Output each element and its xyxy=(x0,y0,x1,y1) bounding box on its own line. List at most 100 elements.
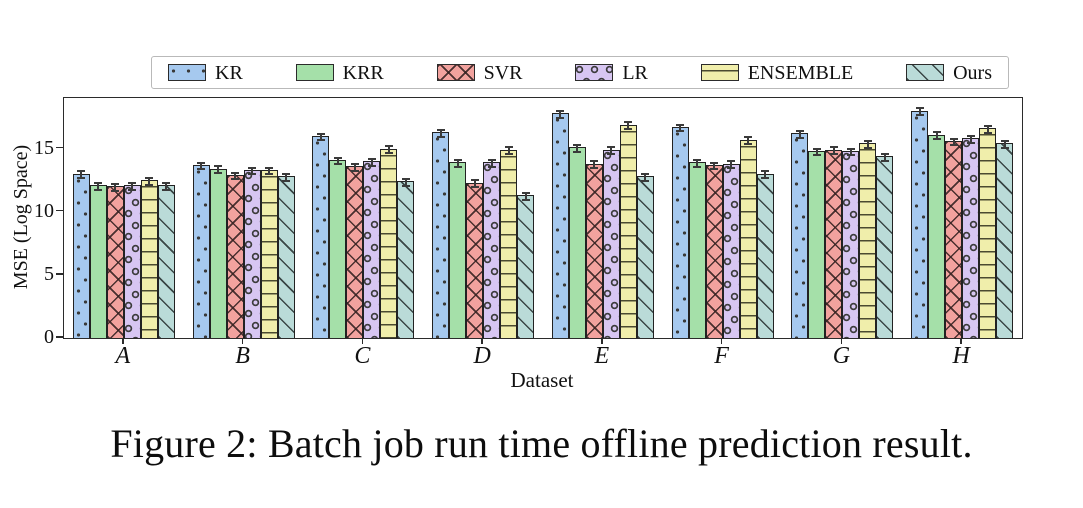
legend-item-krr: KRR xyxy=(295,63,384,83)
error-bar-stem xyxy=(679,125,682,131)
error-bar-stem xyxy=(935,133,938,139)
bar-kr-c xyxy=(312,132,330,338)
error-bar-stem xyxy=(918,109,921,115)
error-bar-cap-top xyxy=(350,162,359,165)
error-bar-stem xyxy=(866,142,869,147)
error-bar-stem xyxy=(387,147,390,152)
y-tick-mark xyxy=(56,336,63,338)
error-bar xyxy=(77,170,86,180)
error-bar xyxy=(795,129,804,139)
error-bar-cap-bottom xyxy=(727,167,736,170)
bar-lr-b xyxy=(243,166,261,338)
error-bar-stem xyxy=(353,164,356,170)
x-category-label-e: E xyxy=(594,343,610,369)
error-bar-cap-bottom xyxy=(863,146,872,149)
error-bar-cap-bottom xyxy=(829,153,838,156)
bar-svr-c xyxy=(346,162,364,338)
bar-lr-d xyxy=(483,159,501,338)
error-bar-cap-top xyxy=(949,137,958,140)
error-bar-cap-bottom xyxy=(880,159,889,162)
bar-ensemble-b xyxy=(260,166,278,338)
error-bar-stem xyxy=(969,137,972,142)
error-bar-cap-bottom xyxy=(316,139,325,142)
error-bar-cap-top xyxy=(829,146,838,149)
error-bar-cap-bottom xyxy=(846,154,855,157)
error-bar-stem xyxy=(285,174,288,180)
y-tick-mark xyxy=(56,273,63,275)
error-bar-stem xyxy=(131,183,134,189)
error-bar-cap-top xyxy=(162,181,171,184)
error-bar-stem xyxy=(507,148,510,154)
x-category-label-b: B xyxy=(235,343,250,369)
bar-svr-a xyxy=(106,183,124,338)
error-bar-stem xyxy=(234,173,237,179)
error-bar-cap-bottom xyxy=(231,178,240,181)
legend-swatch-kr xyxy=(168,64,206,81)
bar-ours-g xyxy=(876,152,894,338)
error-bar xyxy=(111,183,120,192)
error-bar-stem xyxy=(986,126,989,132)
error-bar-cap-top xyxy=(693,159,702,162)
bar-ensemble-g xyxy=(859,140,877,338)
error-bar-stem xyxy=(730,162,733,168)
bar-svr-e xyxy=(585,160,603,338)
x-category-label-g: G xyxy=(832,343,851,369)
error-bar-cap-top xyxy=(641,172,650,175)
error-bar-cap-top xyxy=(316,132,325,135)
error-bar-cap-top xyxy=(556,109,565,112)
error-bar-stem xyxy=(849,149,852,155)
legend-item-svr: SVR xyxy=(436,63,522,83)
bar-krr-h xyxy=(928,131,946,338)
bar-ours-d xyxy=(517,191,535,338)
error-bar-cap-bottom xyxy=(795,136,804,139)
error-bar-cap-top xyxy=(504,146,513,149)
error-bar-stem xyxy=(200,163,203,169)
error-bar-cap-bottom xyxy=(367,164,376,167)
error-bar-cap-bottom xyxy=(453,165,462,168)
error-bar-stem xyxy=(217,167,220,173)
error-bar-cap-bottom xyxy=(624,127,633,130)
error-bar-cap-top xyxy=(710,161,719,164)
error-bar-cap-top xyxy=(744,136,753,139)
error-bar-cap-bottom xyxy=(128,188,137,191)
figure-caption: Figure 2: Batch job run time offline pre… xyxy=(110,421,973,466)
bar-krr-c xyxy=(329,156,347,338)
error-bar-stem xyxy=(764,172,767,178)
error-bar-stem xyxy=(370,159,373,165)
error-bar-stem xyxy=(832,148,835,154)
bar-lr-e xyxy=(602,146,620,338)
error-bar-stem xyxy=(148,178,151,184)
error-bar-stem xyxy=(593,162,596,168)
error-bar xyxy=(436,128,445,138)
bar-ours-h xyxy=(996,140,1014,338)
error-bar-cap-bottom xyxy=(641,179,650,182)
error-bar-cap-bottom xyxy=(504,153,513,156)
error-bar xyxy=(470,179,479,189)
error-bar xyxy=(316,132,325,142)
error-bar-stem xyxy=(114,185,117,190)
legend-swatch-ours xyxy=(906,64,945,81)
error-bar-stem xyxy=(404,179,407,185)
error-bar xyxy=(573,143,582,153)
error-bar xyxy=(641,172,650,182)
error-bar-stem xyxy=(610,148,613,154)
error-bar xyxy=(453,159,462,168)
error-bar xyxy=(145,176,154,186)
error-bar xyxy=(676,123,685,133)
legend-item-ensemble: ENSEMBLE xyxy=(700,63,853,83)
error-bar-cap-bottom xyxy=(693,165,702,168)
error-bar-cap-top xyxy=(727,160,736,163)
error-bar xyxy=(1000,140,1009,149)
legend-item-ours: Ours xyxy=(906,63,992,83)
error-bar-stem xyxy=(798,131,801,137)
error-bar-cap-top xyxy=(863,140,872,143)
x-tick-mark xyxy=(601,338,603,344)
error-bar xyxy=(265,166,274,176)
legend-item-kr: KR xyxy=(168,63,243,83)
bar-group-d xyxy=(423,98,543,338)
error-bar-stem xyxy=(490,161,493,166)
x-category-label-d: D xyxy=(473,343,491,369)
error-bar-stem xyxy=(251,168,254,174)
bar-ensemble-a xyxy=(140,176,158,338)
